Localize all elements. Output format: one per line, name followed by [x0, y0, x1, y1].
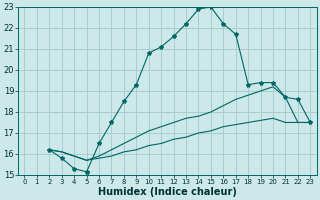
X-axis label: Humidex (Indice chaleur): Humidex (Indice chaleur)	[98, 187, 237, 197]
